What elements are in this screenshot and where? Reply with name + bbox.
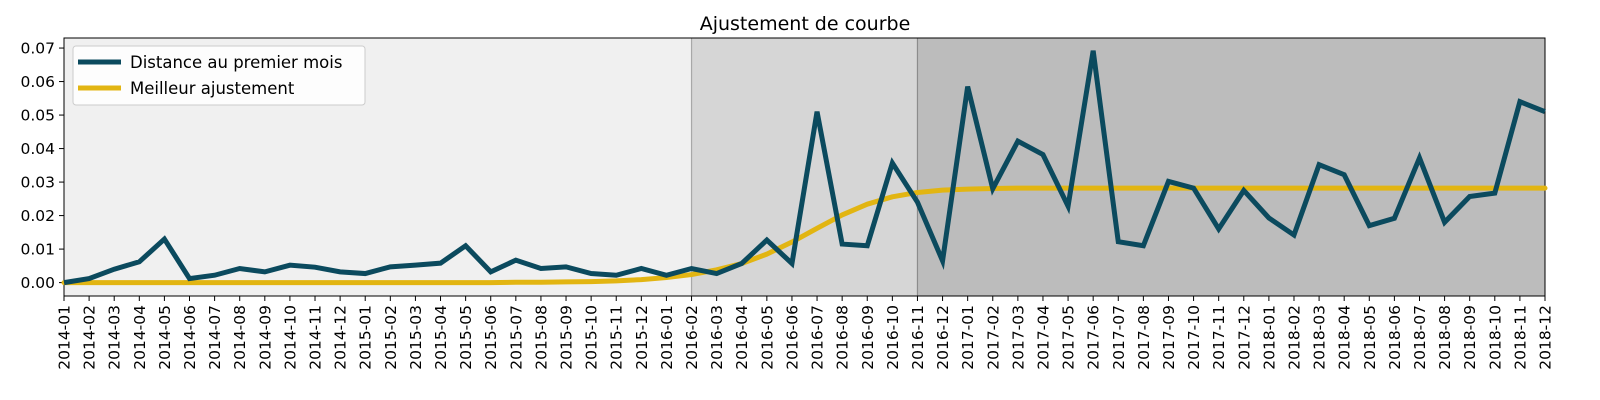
x-tick-label: 2015-07 bbox=[507, 305, 525, 370]
series-line-distance-au-premier-mois bbox=[63, 50, 1546, 286]
x-tick-label: 2018-01 bbox=[1260, 305, 1278, 370]
x-tick-label: 2018-08 bbox=[1436, 305, 1454, 370]
plot-frame bbox=[63, 37, 1546, 297]
x-tick-label: 2018-12 bbox=[1537, 305, 1555, 370]
chart-title: Ajustement de courbe bbox=[700, 13, 911, 35]
x-tick-label: 2017-11 bbox=[1210, 305, 1228, 370]
x-tick-label: 2015-12 bbox=[633, 305, 651, 370]
y-tick-label: 0.02 bbox=[20, 207, 55, 225]
x-tick-label: 2016-04 bbox=[733, 305, 751, 370]
x-tick-label: 2014-03 bbox=[106, 305, 124, 370]
legend: Distance au premier mois Meilleur ajustem… bbox=[72, 45, 366, 106]
x-tick-label: 2018-05 bbox=[1361, 305, 1379, 370]
x-tick-label: 2017-10 bbox=[1185, 305, 1203, 370]
x-tick-label: 2016-12 bbox=[934, 305, 952, 370]
x-tick-label: 2017-03 bbox=[1009, 305, 1027, 370]
y-tick-label: 0.06 bbox=[20, 73, 55, 91]
x-tick-label: 2014-06 bbox=[181, 305, 199, 370]
x-tick-label: 2016-03 bbox=[708, 305, 726, 370]
x-tick-label: 2016-01 bbox=[658, 305, 676, 370]
legend-label: Distance au premier mois bbox=[130, 53, 342, 72]
legend-box bbox=[72, 45, 366, 106]
x-tick-label: 2017-02 bbox=[984, 305, 1002, 370]
legend-label: Meilleur ajustement bbox=[130, 79, 295, 98]
x-tick-label: 2015-04 bbox=[432, 305, 450, 370]
x-tick-label: 2016-11 bbox=[909, 305, 927, 370]
shaded-region-2 bbox=[691, 38, 918, 296]
x-tick-label: 2016-05 bbox=[758, 305, 776, 370]
x-tick-label: 2018-04 bbox=[1336, 305, 1354, 370]
x-tick-label: 2015-02 bbox=[382, 305, 400, 370]
x-tick-label: 2017-08 bbox=[1135, 305, 1153, 370]
x-tick-label: 2018-11 bbox=[1511, 305, 1529, 370]
x-tick-label: 2016-08 bbox=[834, 305, 852, 370]
x-tick-label: 2015-09 bbox=[558, 305, 576, 370]
x-tick-label: 2014-04 bbox=[131, 305, 149, 370]
x-tick-label: 2017-05 bbox=[1060, 305, 1078, 370]
x-tick-label: 2015-05 bbox=[457, 305, 475, 370]
y-tick-label: 0.05 bbox=[20, 107, 55, 125]
x-tick-label: 2014-05 bbox=[156, 305, 174, 370]
x-tick-label: 2018-07 bbox=[1411, 305, 1429, 370]
x-tick-label: 2017-06 bbox=[1085, 305, 1103, 370]
x-tick-label: 2017-01 bbox=[959, 305, 977, 370]
y-tick-label: 0.01 bbox=[20, 241, 55, 259]
x-tick-label: 2014-09 bbox=[256, 305, 274, 370]
x-tick-label: 2015-10 bbox=[583, 305, 601, 370]
x-tick-label: 2018-10 bbox=[1486, 305, 1504, 370]
x-tick-label: 2014-08 bbox=[231, 305, 249, 370]
x-tick-label: 2018-02 bbox=[1285, 305, 1303, 370]
x-tick-label: 2017-09 bbox=[1160, 305, 1178, 370]
x-tick-label: 2018-09 bbox=[1461, 305, 1479, 370]
series-line-meilleur-ajustement bbox=[61, 185, 1548, 286]
x-tick-label: 2015-03 bbox=[407, 305, 425, 370]
x-tick-label: 2014-02 bbox=[81, 305, 99, 370]
x-tick-label: 2017-07 bbox=[1110, 305, 1128, 370]
x-tick-label: 2016-02 bbox=[683, 305, 701, 370]
y-tick-label: 0.03 bbox=[20, 174, 55, 192]
x-tick-label: 2015-01 bbox=[357, 305, 375, 370]
y-tick-label: 0.04 bbox=[20, 140, 55, 158]
shaded-region-3 bbox=[917, 38, 1545, 296]
x-tick-label: 2018-06 bbox=[1386, 305, 1404, 370]
x-tick-label: 2014-01 bbox=[56, 305, 74, 370]
x-tick-label: 2014-12 bbox=[332, 305, 350, 370]
x-tick-label: 2017-12 bbox=[1235, 305, 1253, 370]
y-tick-label: 0.00 bbox=[20, 274, 55, 292]
x-tick-label: 2018-03 bbox=[1311, 305, 1329, 370]
x-tick-label: 2015-08 bbox=[532, 305, 550, 370]
x-tick-label: 2014-10 bbox=[281, 305, 299, 370]
x-tick-label: 2016-07 bbox=[809, 305, 827, 370]
x-tick-label: 2016-06 bbox=[783, 305, 801, 370]
y-tick-label: 0.07 bbox=[20, 40, 55, 58]
x-tick-label: 2014-11 bbox=[307, 305, 325, 370]
x-tick-label: 2015-11 bbox=[608, 305, 626, 370]
x-tick-label: 2016-10 bbox=[884, 305, 902, 370]
x-tick-label: 2015-06 bbox=[482, 305, 500, 370]
x-tick-label: 2017-04 bbox=[1034, 305, 1052, 370]
x-tick-label: 2014-07 bbox=[206, 305, 224, 370]
x-tick-label: 2016-09 bbox=[859, 305, 877, 370]
